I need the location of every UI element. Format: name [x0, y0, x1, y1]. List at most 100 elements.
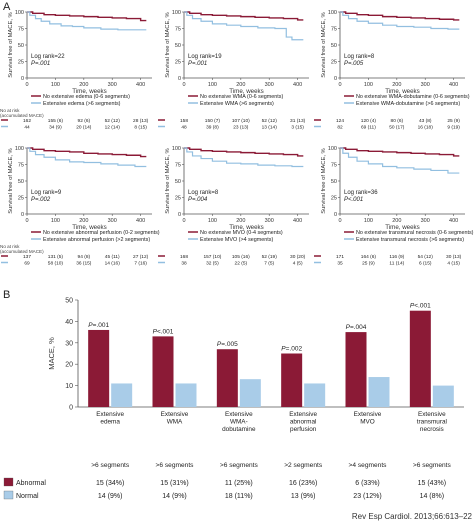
km-panels: 0 25 50 75 100 0 100 200 300 400 Survival free of …	[0, 10, 474, 267]
km-x-tick-label: 300	[265, 82, 274, 88]
at-risk-value: 158	[180, 118, 188, 124]
km-panel-4: 0 25 50 75 100 0 100 200 300 400 Survival free of …	[0, 146, 160, 267]
at-risk-value: 7 (5)	[264, 261, 274, 267]
at-risk-value: 120 (4)	[361, 118, 377, 124]
at-risk-value: 6 (15)	[419, 261, 432, 267]
km-x-tick-label: 200	[236, 218, 245, 224]
at-risk-value: 7 (16)	[134, 261, 147, 267]
km-legend-label: No extensive WMA-dobutamine (0-6 segment…	[356, 94, 470, 100]
km-y-tick-label: 25	[175, 196, 181, 202]
bar-p-value: P<.001	[410, 303, 431, 310]
km-x-tick-label: 0	[25, 218, 28, 224]
km-y-tick-label: 75	[18, 163, 24, 169]
km-y-tick-label: 50	[331, 43, 337, 49]
at-risk-value: 54 (12)	[418, 254, 434, 260]
km-y-tick-label: 25	[331, 60, 337, 66]
km-x-tick-label: 100	[51, 218, 60, 224]
bar-normal	[304, 383, 326, 407]
at-risk-value: 9 (19)	[447, 125, 460, 131]
bar-p-value: P<.001	[153, 328, 174, 335]
km-y-axis-label: Survival free of MACE, %	[165, 12, 171, 77]
bar-normal	[368, 377, 390, 407]
km-y-tick-label: 0	[21, 76, 24, 82]
at-risk-value: 31 (13)	[290, 118, 306, 124]
km-y-axis-label: Survival free of MACE, %	[165, 148, 171, 213]
km-x-tick-label: 200	[392, 218, 401, 224]
at-risk-value: 105 (16)	[232, 254, 250, 260]
km-x-tick-label: 100	[208, 82, 217, 88]
at-risk-value: 131 (5)	[48, 254, 64, 260]
table-value: 14 (8%)	[420, 493, 445, 500]
at-risk-value: 30 (13)	[446, 254, 462, 260]
at-risk-value: 4 (15)	[447, 261, 460, 267]
table-value: 16 (23%)	[289, 480, 317, 487]
km-panel-1: 0 25 50 75 100 0 100 200 300 400 Survival free of …	[0, 10, 152, 131]
km-x-tick-label: 0	[25, 82, 28, 88]
km-x-tick-label: 100	[364, 82, 373, 88]
table-value: 14 (9%)	[162, 493, 187, 500]
at-risk-value: 92 (6)	[78, 118, 91, 124]
km-y-tick-label: 75	[175, 163, 181, 169]
at-risk-value: 43 (8)	[419, 118, 432, 124]
at-risk-value: 94 (8)	[78, 254, 91, 260]
at-risk-value: 80 (6)	[391, 118, 404, 124]
km-x-axis-label: Time, weeks	[72, 88, 107, 95]
at-risk-value: 25 (9)	[447, 118, 460, 124]
table-value: 15 (43%)	[418, 480, 446, 487]
threshold-label: >2 segments	[284, 462, 323, 469]
at-risk-subtitle: (accumulated MACE)	[0, 249, 44, 254]
km-x-tick-label: 400	[136, 82, 145, 88]
km-y-tick-label: 0	[178, 76, 181, 82]
km-p-value: P=.005	[344, 61, 364, 67]
km-y-tick-label: 25	[18, 196, 24, 202]
km-y-axis-label: Survival free of MACE, %	[321, 148, 327, 213]
km-x-tick-label: 0	[182, 218, 185, 224]
at-risk-value: 50 (17)	[389, 125, 405, 131]
at-risk-value: 38	[181, 261, 187, 267]
km-curve-extensive	[340, 147, 460, 174]
at-risk-value: 3 (15)	[291, 125, 304, 131]
bar-normal	[239, 379, 261, 407]
bar-category-label: MVO	[360, 419, 375, 426]
km-x-tick-label: 300	[421, 82, 430, 88]
km-y-tick-label: 100	[15, 146, 24, 152]
bar-category-label: dobutamine	[222, 426, 256, 433]
bar-y-tick-label: 40	[65, 319, 73, 326]
panel-label-b: B	[3, 289, 10, 301]
bar-category-label: perfusion	[290, 426, 317, 433]
km-y-tick-label: 25	[18, 60, 24, 66]
bar-y-tick-label: 0	[69, 405, 73, 412]
km-x-tick-label: 400	[293, 82, 302, 88]
table-value: 23 (12%)	[353, 493, 381, 500]
km-y-tick-label: 0	[334, 76, 337, 82]
km-panel-6: 0 25 50 75 100 0 100 200 300 400 Survival free of …	[314, 146, 474, 267]
km-x-axis-label: Time, weeks	[229, 224, 264, 231]
km-x-tick-label: 0	[182, 82, 185, 88]
km-legend-label: Extensive MVO (>4 segments)	[200, 237, 273, 243]
km-x-tick-label: 100	[364, 218, 373, 224]
at-risk-value: 45 (11)	[105, 254, 120, 260]
at-risk-value: 52 (12)	[105, 118, 121, 124]
table-legend-swatch	[3, 477, 14, 487]
km-curve-reference	[340, 147, 460, 157]
km-curve-extensive	[184, 11, 304, 41]
at-risk-title: No at risk	[0, 244, 20, 249]
km-x-tick-label: 400	[449, 82, 458, 88]
at-risk-value: 58 (10)	[48, 261, 64, 267]
km-y-tick-label: 0	[178, 212, 181, 218]
km-x-axis-label: Time, weeks	[385, 88, 420, 95]
km-x-tick-label: 400	[449, 218, 458, 224]
km-legend-label: No extensive WMA (0-6 segments)	[200, 94, 283, 100]
km-curve-reference	[27, 147, 147, 158]
bar-category-label: edema	[100, 419, 120, 426]
km-x-axis-label: Time, weeks	[229, 88, 264, 95]
km-curve-extensive	[340, 11, 460, 30]
at-risk-value: 171	[336, 254, 344, 260]
km-x-tick-label: 200	[392, 82, 401, 88]
km-legend-label: Extensive abnormal perfusion (>2 segment…	[43, 237, 150, 243]
km-logrank-label: Log rank=36	[344, 190, 378, 196]
km-logrank-label: Log rank=22	[31, 54, 65, 60]
bar-normal	[175, 383, 197, 407]
km-y-tick-label: 50	[18, 179, 24, 185]
